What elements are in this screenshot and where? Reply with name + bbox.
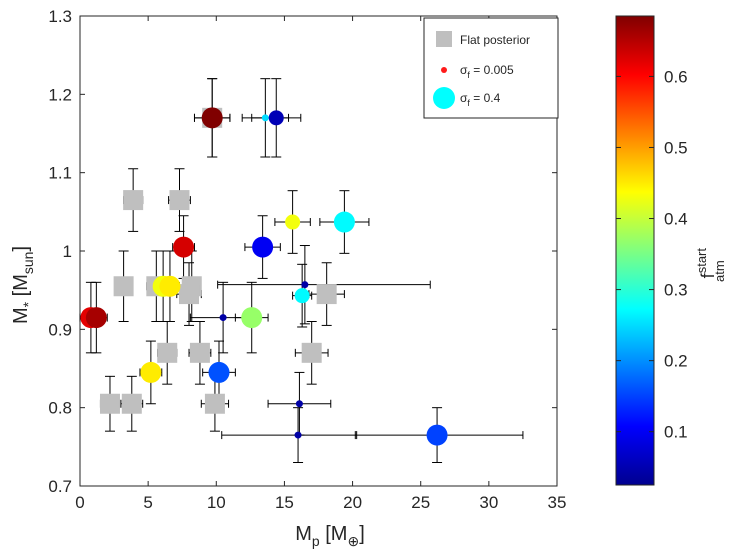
x-tick-label: 25 bbox=[411, 493, 430, 512]
flat-posterior-marker bbox=[204, 393, 225, 414]
sigma-point-marker bbox=[294, 431, 302, 439]
y-tick-label: 0.9 bbox=[48, 320, 72, 339]
colorbar-tick-label: 0.6 bbox=[664, 67, 688, 86]
x-tick-label: 15 bbox=[275, 493, 294, 512]
sigma-point-marker bbox=[285, 214, 301, 230]
axis-ticks: 0 5 10 15 20 25 30 35 0.7 0.8 0.9 1 1.1 1.2 1.3 bbox=[48, 7, 566, 512]
x-tick-label: 35 bbox=[548, 493, 567, 512]
legend: Flat posterior σf = 0.005 σf = 0.4 bbox=[423, 17, 559, 119]
x-tick-label: 5 bbox=[143, 493, 152, 512]
sigma-point-marker bbox=[333, 211, 355, 233]
y-tick-label: 0.8 bbox=[48, 399, 72, 418]
legend-marker-sigma-large bbox=[433, 87, 455, 109]
sigma-point-marker bbox=[261, 114, 269, 122]
y-tick-label: 1.3 bbox=[48, 7, 72, 26]
sigma-point-marker bbox=[159, 275, 181, 297]
x-tick-label: 20 bbox=[343, 493, 362, 512]
flat-posterior-marker bbox=[189, 342, 210, 363]
sigma-point-marker bbox=[140, 361, 162, 383]
sigma-point-marker bbox=[301, 281, 309, 289]
colorbar-tick-label: 0.5 bbox=[664, 138, 688, 157]
flat-posterior-marker bbox=[301, 342, 322, 363]
colorbar-ticks: 0.1 0.2 0.3 0.4 0.5 0.6 bbox=[616, 67, 688, 442]
colorbar-label: fstart atm bbox=[694, 248, 727, 282]
flat-posterior-marker bbox=[113, 276, 134, 297]
sigma-point-marker bbox=[208, 361, 230, 383]
colorbar-tick-label: 0.4 bbox=[664, 210, 688, 229]
colorbar-gradient bbox=[615, 15, 655, 486]
legend-marker-flat-posterior bbox=[436, 31, 452, 47]
x-tick-label: 0 bbox=[75, 493, 84, 512]
y-tick-label: 1.1 bbox=[48, 164, 72, 183]
legend-label-sigma-large: σf = 0.4 bbox=[460, 91, 501, 108]
y-tick-label: 0.7 bbox=[48, 477, 72, 496]
flat-posterior-marker bbox=[99, 393, 120, 414]
sigma-point-marker bbox=[241, 307, 263, 329]
sigma-point-marker bbox=[219, 314, 227, 322]
sigma-point-marker bbox=[295, 400, 303, 408]
data-markers bbox=[80, 107, 448, 446]
flat-posterior-marker bbox=[157, 342, 178, 363]
colorbar: 0.1 0.2 0.3 0.4 0.5 0.6 fstart atm bbox=[615, 15, 727, 486]
legend-marker-sigma-small bbox=[441, 67, 447, 73]
flat-posterior-marker bbox=[123, 190, 144, 211]
sigma-point-marker bbox=[173, 236, 195, 258]
x-tick-label: 30 bbox=[479, 493, 498, 512]
y-tick-label: 1 bbox=[63, 242, 72, 261]
flat-posterior-marker bbox=[169, 190, 190, 211]
x-axis-label: Mp [M⊕] bbox=[295, 523, 365, 549]
sigma-point-marker bbox=[294, 288, 310, 304]
legend-label-sigma-small: σf = 0.005 bbox=[460, 63, 514, 80]
flat-posterior-marker bbox=[179, 284, 200, 305]
sigma-point-marker bbox=[201, 107, 223, 129]
sigma-point-marker bbox=[252, 236, 274, 258]
colorbar-tick-label: 0.2 bbox=[664, 352, 688, 371]
flat-posterior-marker bbox=[316, 284, 337, 305]
x-tick-label: 10 bbox=[207, 493, 226, 512]
flat-posterior-marker bbox=[121, 393, 142, 414]
legend-label-flat-posterior: Flat posterior bbox=[460, 33, 530, 47]
y-axis-label: M* [Msun] bbox=[10, 246, 36, 324]
sigma-point-marker bbox=[85, 307, 107, 329]
colorbar-tick-label: 0.3 bbox=[664, 281, 688, 300]
sigma-point-marker bbox=[426, 424, 448, 446]
colorbar-tick-label: 0.1 bbox=[664, 423, 688, 442]
sigma-point-marker bbox=[268, 110, 284, 126]
y-tick-label: 1.2 bbox=[48, 85, 72, 104]
